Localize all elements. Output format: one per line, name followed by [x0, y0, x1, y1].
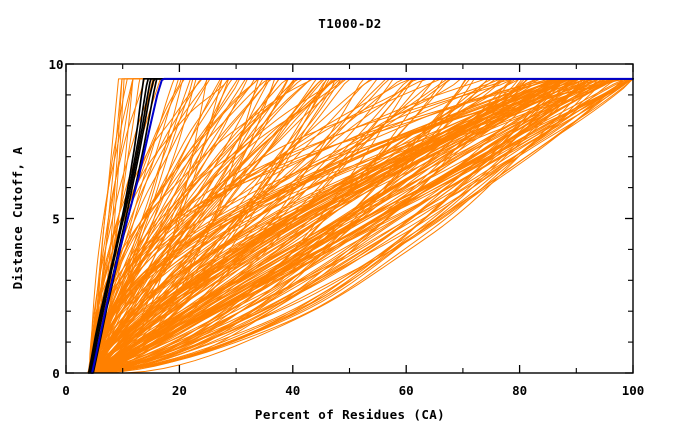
- x-tick-label: 100: [622, 383, 645, 398]
- prediction-curve: [90, 78, 634, 374]
- x-tick-label: 20: [172, 383, 187, 398]
- prediction-curve: [94, 78, 634, 374]
- y-axis-title: Distance Cutoff, A: [10, 147, 25, 290]
- prediction-curve: [95, 78, 634, 374]
- prediction-curve: [87, 78, 634, 374]
- x-tick-label: 60: [399, 383, 414, 398]
- y-tick-label: 5: [52, 212, 60, 227]
- x-axis-title: Percent of Residues (CA): [255, 407, 445, 422]
- prediction-curve: [90, 78, 634, 374]
- prediction-curve: [89, 78, 634, 374]
- axes: 0 20 40 60 80 100 0 5 10: [48, 57, 644, 398]
- prediction-curve: [87, 78, 634, 374]
- prediction-curve: [91, 78, 634, 374]
- prediction-curve: [90, 78, 634, 374]
- prediction-curve: [96, 78, 634, 374]
- prediction-curve: [94, 78, 634, 374]
- prediction-curve: [91, 78, 634, 374]
- prediction-curve: [96, 78, 634, 374]
- prediction-curve: [93, 78, 634, 374]
- prediction-curve: [93, 78, 634, 374]
- reference-curve-black: [88, 77, 634, 374]
- prediction-curve: [94, 78, 634, 374]
- prediction-curve: [94, 78, 634, 374]
- prediction-curve: [96, 78, 634, 374]
- series-best-model-blue: [91, 77, 634, 374]
- prediction-curve: [87, 78, 634, 374]
- prediction-curve: [92, 78, 634, 374]
- prediction-curve: [90, 78, 634, 374]
- prediction-curve: [90, 78, 634, 374]
- prediction-curve: [96, 78, 634, 374]
- prediction-curve: [92, 78, 634, 374]
- best-model-curve-blue: [91, 77, 634, 374]
- series-predictions: [87, 78, 634, 374]
- prediction-curve: [95, 78, 634, 374]
- prediction-curve: [91, 78, 634, 374]
- prediction-curve: [95, 78, 634, 374]
- x-tick-label: 0: [62, 383, 70, 398]
- prediction-curve: [91, 78, 634, 374]
- prediction-curve: [96, 78, 634, 374]
- x-tick-label: 40: [285, 383, 300, 398]
- prediction-curve: [92, 78, 634, 374]
- prediction-curve: [93, 78, 634, 374]
- prediction-curve: [91, 78, 634, 374]
- prediction-curve: [87, 78, 634, 374]
- y-tick-label: 10: [48, 57, 63, 72]
- prediction-curve: [91, 78, 634, 374]
- prediction-curve: [87, 78, 634, 374]
- prediction-curve: [92, 78, 634, 374]
- prediction-curve: [93, 78, 634, 374]
- prediction-curve: [88, 78, 634, 374]
- prediction-curve: [88, 78, 634, 374]
- reference-curve-black: [87, 77, 634, 374]
- prediction-curve: [88, 78, 634, 374]
- prediction-curve: [89, 78, 634, 374]
- prediction-curve: [90, 78, 634, 374]
- x-tick-label: 80: [512, 383, 527, 398]
- prediction-curve: [91, 78, 634, 374]
- prediction-curve: [88, 78, 634, 374]
- prediction-curve: [88, 78, 634, 374]
- prediction-curve: [88, 78, 634, 374]
- y-tick-label: 0: [52, 366, 60, 381]
- prediction-curve: [95, 78, 634, 374]
- prediction-curve: [94, 78, 634, 374]
- prediction-curve: [95, 78, 634, 374]
- prediction-curve: [92, 78, 634, 374]
- page-title: T1000-D2: [318, 16, 381, 31]
- prediction-curve: [88, 78, 634, 374]
- prediction-curve: [92, 78, 634, 374]
